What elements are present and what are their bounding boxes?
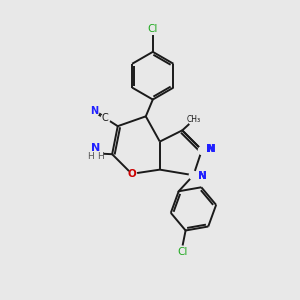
- Text: H: H: [97, 152, 104, 161]
- Text: N: N: [90, 106, 98, 116]
- Text: Cl: Cl: [178, 247, 188, 257]
- Text: Cl: Cl: [148, 24, 158, 34]
- Text: N: N: [207, 144, 215, 154]
- Text: N: N: [207, 144, 215, 154]
- Text: C: C: [101, 113, 108, 123]
- Text: N: N: [198, 171, 206, 181]
- Text: N: N: [206, 144, 215, 154]
- Text: N: N: [198, 171, 206, 181]
- Text: O: O: [128, 169, 136, 179]
- Text: CH₃: CH₃: [187, 116, 201, 124]
- Text: N: N: [91, 143, 100, 153]
- Text: H: H: [87, 152, 94, 161]
- Text: N: N: [198, 171, 206, 181]
